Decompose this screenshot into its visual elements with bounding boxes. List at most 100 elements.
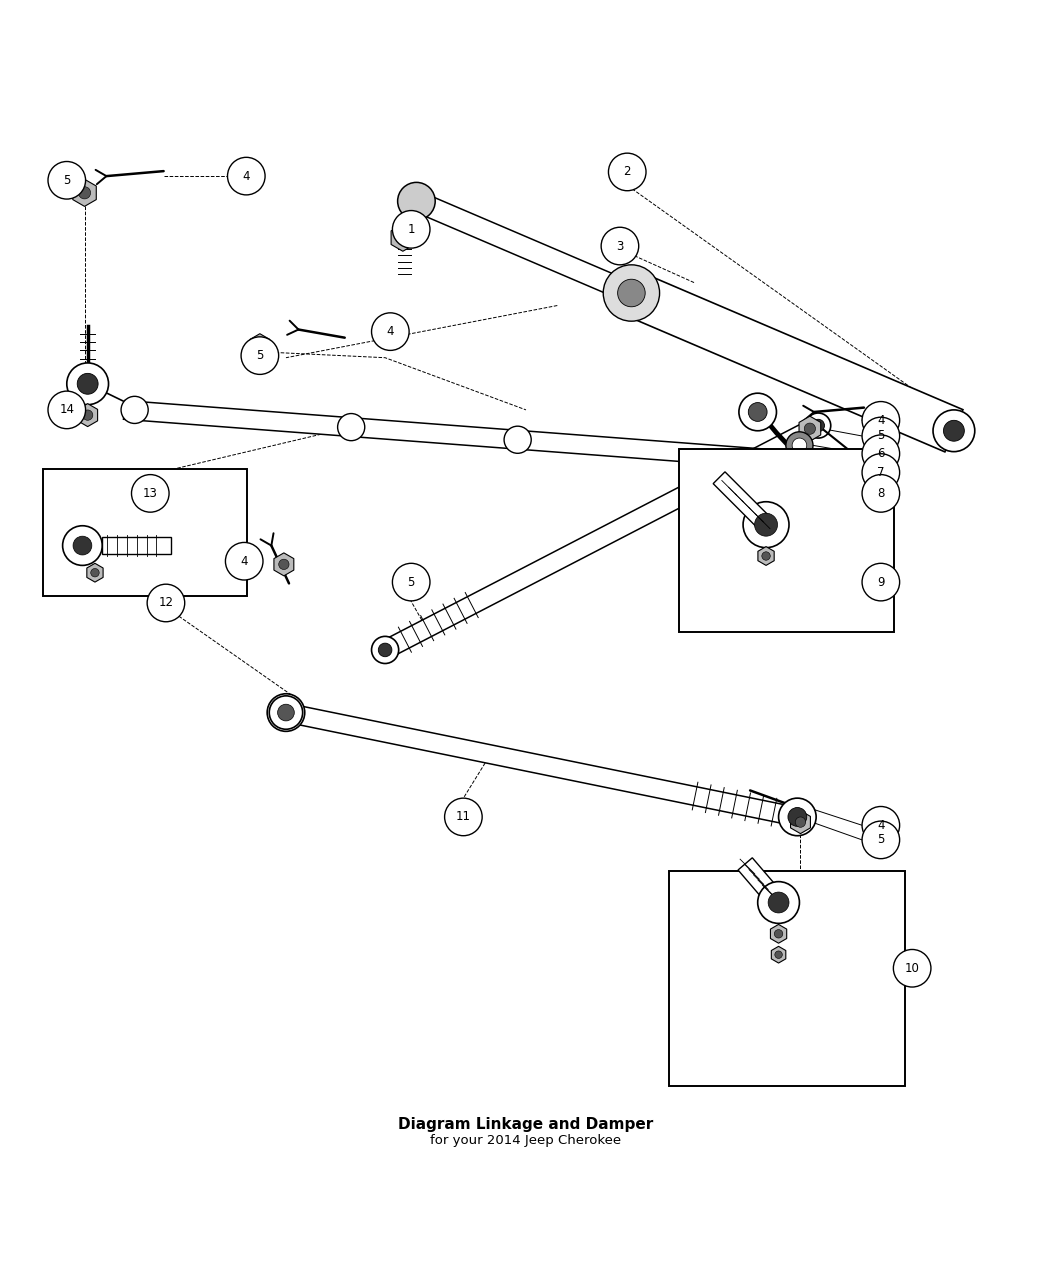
Circle shape <box>79 187 90 200</box>
Polygon shape <box>412 192 635 303</box>
Text: 9: 9 <box>877 576 885 588</box>
Polygon shape <box>770 925 787 943</box>
Circle shape <box>944 421 965 441</box>
Circle shape <box>812 420 825 432</box>
Polygon shape <box>800 416 821 441</box>
Circle shape <box>255 340 265 350</box>
Circle shape <box>893 949 931 987</box>
Text: 5: 5 <box>877 430 885 443</box>
FancyBboxPatch shape <box>669 871 905 1086</box>
Circle shape <box>601 228 639 265</box>
Circle shape <box>862 475 899 512</box>
Polygon shape <box>274 553 294 576</box>
Circle shape <box>862 454 899 491</box>
Text: 14: 14 <box>59 403 75 417</box>
Circle shape <box>392 211 430 248</box>
Circle shape <box>279 559 289 569</box>
Text: 2: 2 <box>624 165 631 179</box>
Text: 4: 4 <box>241 555 248 568</box>
Polygon shape <box>391 224 414 251</box>
Circle shape <box>862 402 899 439</box>
Text: 1: 1 <box>407 223 414 235</box>
Circle shape <box>724 477 745 498</box>
Circle shape <box>278 705 295 721</box>
Text: 4: 4 <box>877 414 885 427</box>
Polygon shape <box>739 858 784 907</box>
Text: 7: 7 <box>877 466 885 480</box>
Circle shape <box>768 891 789 913</box>
Circle shape <box>778 798 816 835</box>
Polygon shape <box>757 546 774 565</box>
Polygon shape <box>102 537 171 554</box>
Text: 4: 4 <box>877 819 885 831</box>
Circle shape <box>603 265 660 321</box>
Circle shape <box>445 798 482 835</box>
Circle shape <box>77 373 98 394</box>
Circle shape <box>398 183 436 220</box>
Text: 12: 12 <box>159 596 174 610</box>
Circle shape <box>82 411 93 421</box>
Circle shape <box>786 432 813 459</box>
Circle shape <box>66 363 108 404</box>
Circle shape <box>775 950 783 958</box>
Polygon shape <box>123 400 882 477</box>
Polygon shape <box>381 417 823 659</box>
Text: 5: 5 <box>63 174 70 187</box>
Circle shape <box>806 413 831 439</box>
Text: 5: 5 <box>877 834 885 847</box>
Text: 11: 11 <box>456 811 471 824</box>
Circle shape <box>787 459 797 469</box>
Polygon shape <box>713 472 772 531</box>
Polygon shape <box>87 563 103 582</box>
Text: 6: 6 <box>877 448 885 460</box>
Circle shape <box>795 817 806 828</box>
Circle shape <box>618 279 645 307</box>
Polygon shape <box>790 811 810 834</box>
Circle shape <box>504 426 531 453</box>
Circle shape <box>225 542 263 579</box>
Circle shape <box>739 393 776 431</box>
Circle shape <box>774 930 783 938</box>
Circle shape <box>392 563 430 601</box>
Circle shape <box>267 693 305 732</box>
Text: 4: 4 <box>386 325 394 338</box>
Circle shape <box>754 513 777 536</box>
Circle shape <box>862 807 899 844</box>
Circle shape <box>862 435 899 472</box>
Text: for your 2014 Jeep Cherokee: for your 2014 Jeep Cherokee <box>430 1134 622 1147</box>
Circle shape <box>147 585 185 622</box>
Circle shape <box>371 637 399 664</box>
Text: Diagram Linkage and Damper: Diagram Linkage and Damper <box>399 1118 653 1132</box>
Circle shape <box>269 696 303 729</box>
Circle shape <box>371 313 409 350</box>
Text: 3: 3 <box>616 239 624 252</box>
Polygon shape <box>73 179 97 206</box>
Circle shape <box>121 396 148 423</box>
Circle shape <box>862 563 899 601</box>
Polygon shape <box>771 946 786 963</box>
Text: 5: 5 <box>257 349 264 362</box>
Text: 4: 4 <box>243 170 250 183</box>
Circle shape <box>132 475 169 512</box>
Circle shape <box>724 514 745 535</box>
Circle shape <box>277 703 296 721</box>
Circle shape <box>757 881 800 923</box>
Polygon shape <box>623 272 963 451</box>
Circle shape <box>63 526 102 565</box>
Circle shape <box>743 501 789 547</box>
Circle shape <box>241 336 279 375</box>
Text: 5: 5 <box>407 576 414 588</box>
Circle shape <box>227 157 265 194</box>
Polygon shape <box>250 334 269 357</box>
FancyBboxPatch shape <box>43 469 247 596</box>
Text: 8: 8 <box>877 487 885 500</box>
Circle shape <box>397 231 409 244</box>
Circle shape <box>933 409 975 451</box>
Polygon shape <box>284 703 800 826</box>
Circle shape <box>379 643 392 656</box>
Circle shape <box>90 568 99 577</box>
Circle shape <box>73 536 92 555</box>
Circle shape <box>804 423 815 435</box>
Circle shape <box>48 161 85 200</box>
Circle shape <box>48 391 85 428</box>
